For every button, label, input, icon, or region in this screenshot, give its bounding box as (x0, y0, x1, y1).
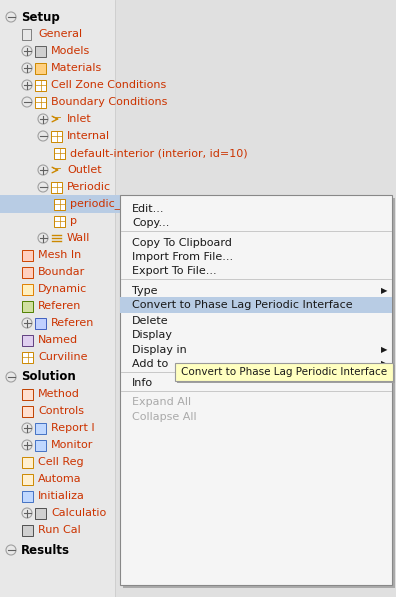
Text: periodic_periodics-side-1-shadow_periodics-side-: periodic_periodics-side-1-shadow_periodi… (70, 199, 343, 210)
Bar (54, 147, 65, 158)
Bar (123, 198, 395, 588)
Bar (51, 181, 62, 192)
Bar (177, 365, 395, 383)
Text: Materials: Materials (51, 63, 102, 73)
Text: Add to: Add to (132, 359, 168, 369)
Text: Controls: Controls (38, 406, 84, 416)
Bar (22, 266, 33, 278)
Text: Display in: Display in (132, 345, 187, 355)
Text: Mesh In: Mesh In (38, 250, 81, 260)
Bar (120, 195, 392, 585)
Text: Convert to Phase Lag Periodic Interface: Convert to Phase Lag Periodic Interface (181, 367, 387, 377)
Text: Models: Models (51, 46, 90, 56)
Text: Periodic: Periodic (67, 182, 111, 192)
Bar (54, 198, 65, 210)
Bar (0, 195, 120, 213)
Text: Report I: Report I (51, 423, 95, 433)
Text: Boundar: Boundar (38, 267, 85, 277)
Bar (0, 0, 115, 597)
Text: Referen: Referen (51, 318, 94, 328)
Text: Collapse All: Collapse All (132, 412, 197, 422)
Text: Export To File...: Export To File... (132, 266, 217, 276)
Text: Monitor: Monitor (51, 440, 93, 450)
Text: ▶: ▶ (381, 287, 387, 296)
Text: Cell Zone Conditions: Cell Zone Conditions (51, 80, 166, 90)
Text: Expand All: Expand All (132, 397, 191, 407)
Bar (54, 216, 65, 226)
Bar (35, 507, 46, 519)
Bar (35, 439, 46, 451)
Text: default-interior (interior, id=10): default-interior (interior, id=10) (70, 148, 248, 158)
Bar (22, 457, 33, 467)
Bar (22, 405, 33, 417)
Text: Calculatio: Calculatio (51, 508, 106, 518)
Bar (35, 79, 46, 91)
Text: Copy...: Copy... (132, 218, 169, 228)
Bar (22, 250, 33, 260)
Text: Cell Reg: Cell Reg (38, 457, 84, 467)
Text: Boundary Conditions: Boundary Conditions (51, 97, 168, 107)
Text: Referen: Referen (38, 301, 81, 311)
Text: Run Cal: Run Cal (38, 525, 81, 535)
Bar (35, 97, 46, 107)
Text: General: General (38, 29, 82, 39)
Text: Convert to Phase Lag Periodic Interface: Convert to Phase Lag Periodic Interface (132, 300, 352, 310)
Text: Setup: Setup (21, 11, 60, 23)
Text: Wall: Wall (67, 233, 90, 243)
Text: Internal: Internal (67, 131, 110, 141)
Bar (22, 29, 31, 39)
Text: Automa: Automa (38, 474, 82, 484)
Bar (175, 363, 393, 381)
Bar (22, 473, 33, 485)
Text: Solution: Solution (21, 371, 76, 383)
Text: Copy To Clipboard: Copy To Clipboard (132, 238, 232, 248)
Text: Type: Type (132, 286, 158, 296)
Text: Display: Display (132, 330, 173, 340)
Text: Inlet: Inlet (67, 114, 92, 124)
Bar (22, 389, 33, 399)
Bar (22, 491, 33, 501)
Bar (120, 297, 392, 313)
Text: Import From File...: Import From File... (132, 252, 233, 262)
Bar (22, 352, 33, 362)
Text: Outlet: Outlet (67, 165, 102, 175)
Text: Method: Method (38, 389, 80, 399)
Bar (35, 423, 46, 433)
Bar (35, 45, 46, 57)
Bar (22, 300, 33, 312)
Text: Results: Results (21, 543, 70, 556)
Text: ▶: ▶ (381, 346, 387, 355)
Text: Edit...: Edit... (132, 204, 164, 214)
Text: Named: Named (38, 335, 78, 345)
Text: Info: Info (132, 378, 153, 388)
Bar (35, 63, 46, 73)
Bar (22, 525, 33, 536)
Bar (51, 131, 62, 141)
Text: Dynamic: Dynamic (38, 284, 87, 294)
Bar (22, 334, 33, 346)
Text: Delete: Delete (132, 316, 169, 326)
Bar (22, 284, 33, 294)
Text: Curviline: Curviline (38, 352, 88, 362)
Text: ▶: ▶ (381, 359, 387, 368)
Text: Initializa: Initializa (38, 491, 85, 501)
Text: p: p (70, 216, 77, 226)
Bar (35, 318, 46, 328)
